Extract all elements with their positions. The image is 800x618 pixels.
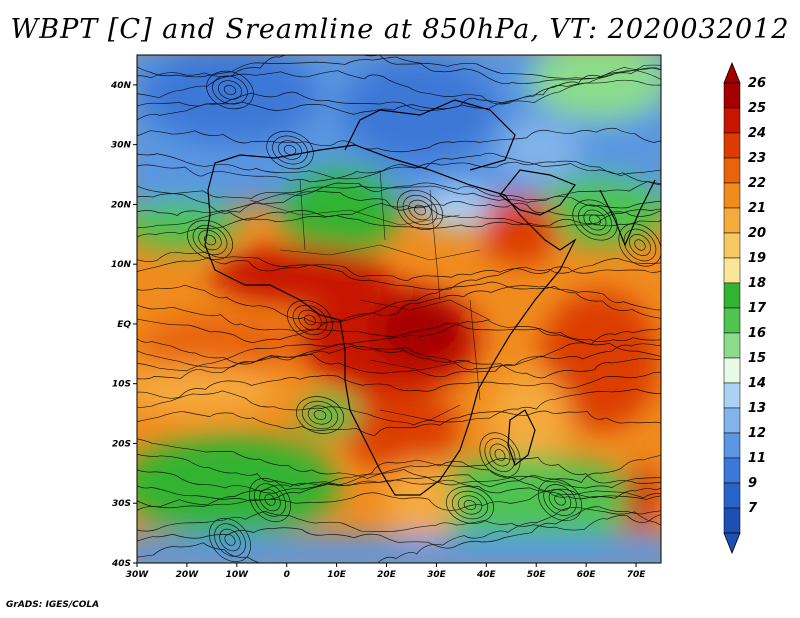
colorbar-label: 16	[748, 326, 766, 341]
lat-label: 30S	[112, 499, 131, 509]
lat-label: 20S	[112, 439, 131, 449]
lon-label: 20W	[176, 570, 200, 580]
colorbar-label: 24	[748, 126, 766, 141]
colorbar-label: 15	[748, 351, 766, 366]
colorbar-segment	[723, 382, 741, 409]
colorbar-segment	[723, 407, 741, 434]
colorbar-segment	[723, 257, 741, 284]
lon-label: 20E	[377, 570, 397, 580]
colorbar-segment	[723, 332, 741, 359]
lat-label: 40S	[111, 559, 131, 569]
longitude-labels: 30W 20W 10W 0 10E 20E 30E 40E 50E 60E 70E	[126, 563, 646, 580]
colorbar-label: 20	[748, 226, 766, 241]
lat-label: 10N	[111, 260, 132, 270]
map-title: WBPT [C] and Sreamline at 850hPa, VT: 20…	[10, 14, 790, 45]
colorbar-segment	[723, 232, 741, 259]
colorbar-label: 12	[748, 426, 766, 441]
colorbar-segment	[723, 507, 741, 534]
lat-label: 20N	[111, 200, 132, 210]
colorbar-label: 22	[748, 176, 766, 191]
colorbar-segment	[723, 182, 741, 209]
colorbar-label: 26	[748, 76, 766, 91]
wbpt-field	[137, 55, 661, 563]
colorbar-segment	[723, 457, 741, 484]
colorbar-segment	[723, 132, 741, 159]
colorbar-segment	[723, 357, 741, 384]
colorbar-segment	[723, 207, 741, 234]
colorbar-segment	[723, 282, 741, 309]
lon-label: 10W	[226, 570, 250, 580]
lon-label: 70E	[627, 570, 647, 580]
colorbar-label: 21	[748, 201, 766, 216]
colorbar-label: 14	[748, 376, 766, 391]
lat-label: EQ	[117, 320, 131, 330]
grads-credit: GrADS: IGES/COLA	[6, 600, 100, 610]
lon-label: 10E	[327, 570, 347, 580]
colorbar-label: 13	[748, 401, 766, 416]
colorbar-label: 18	[748, 276, 766, 291]
lon-label: 50E	[527, 570, 547, 580]
colorbar-top-arrow	[723, 61, 741, 84]
colorbar-segment	[723, 107, 741, 134]
colorbar-label: 9	[748, 476, 757, 491]
latitude-labels: 40N 30N 20N 10N EQ 10S 20S 30S 40S	[110, 81, 137, 569]
lon-label: 30W	[126, 570, 150, 580]
lat-label: 40N	[110, 81, 132, 91]
lon-label: 40E	[476, 570, 497, 580]
colorbar-segment	[723, 307, 741, 334]
colorbar-label: 19	[748, 251, 766, 266]
lon-label: 60E	[577, 570, 597, 580]
lat-label: 30N	[111, 141, 132, 151]
lon-label: 30E	[427, 570, 447, 580]
colorbar-segment	[723, 482, 741, 509]
colorbar-label: 25	[748, 101, 766, 116]
map-frame	[136, 54, 662, 564]
colorbar-label: 17	[748, 301, 767, 316]
colorbar: 26 25 24 23 22 21 20 19 18 17 16 15 14 13 12 11 9 7	[723, 61, 767, 555]
colorbar-label: 23	[748, 151, 766, 166]
lon-label: 0	[284, 570, 290, 580]
colorbar-segment	[723, 82, 741, 109]
colorbar-label: 7	[748, 501, 758, 516]
colorbar-segment	[723, 157, 741, 184]
colorbar-label: 11	[748, 451, 766, 466]
colorbar-segment	[723, 432, 741, 459]
lat-label: 10S	[112, 380, 131, 390]
colorbar-bottom-arrow	[723, 532, 741, 555]
